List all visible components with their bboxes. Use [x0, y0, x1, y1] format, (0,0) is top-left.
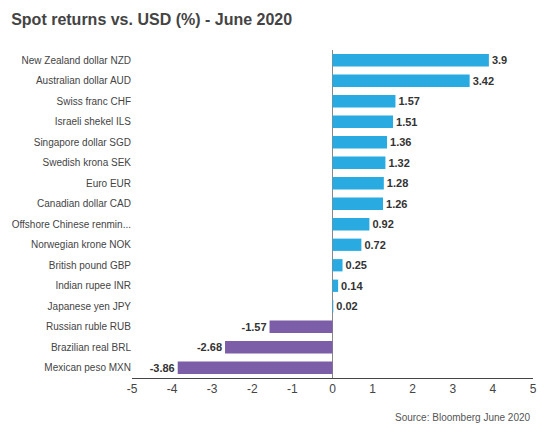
svg-text:-2: -2 [247, 382, 258, 396]
svg-text:3.42: 3.42 [473, 75, 494, 87]
svg-text:1.28: 1.28 [387, 177, 408, 189]
svg-text:-4: -4 [167, 382, 178, 396]
svg-text:Swedish krona SEK: Swedish krona SEK [43, 157, 132, 168]
svg-text:-2.68: -2.68 [197, 341, 222, 353]
svg-text:1.51: 1.51 [396, 116, 417, 128]
svg-text:Indian rupee INR: Indian rupee INR [55, 280, 131, 291]
svg-text:0.25: 0.25 [346, 259, 367, 271]
svg-text:Australian dollar AUD: Australian dollar AUD [36, 75, 131, 86]
svg-text:3: 3 [449, 382, 456, 396]
svg-text:0.92: 0.92 [372, 218, 393, 230]
svg-text:British pound GBP: British pound GBP [49, 260, 132, 271]
svg-text:1.26: 1.26 [386, 198, 407, 210]
svg-text:Canadian dollar CAD: Canadian dollar CAD [37, 198, 131, 209]
svg-text:3.9: 3.9 [492, 54, 507, 66]
svg-text:Source: Bloomberg June 2020: Source: Bloomberg June 2020 [395, 412, 531, 423]
svg-text:Israeli shekel ILS: Israeli shekel ILS [55, 116, 131, 127]
svg-text:Offshore Chinese renmin...: Offshore Chinese renmin... [12, 219, 131, 230]
svg-text:1.36: 1.36 [390, 136, 411, 148]
svg-text:-3.86: -3.86 [150, 362, 175, 374]
svg-text:Mexican peso MXN: Mexican peso MXN [44, 362, 131, 373]
svg-text:Norwegian krone NOK: Norwegian krone NOK [31, 239, 131, 250]
svg-text:-3: -3 [207, 382, 218, 396]
svg-text:Swiss franc CHF: Swiss franc CHF [57, 96, 131, 107]
svg-text:2: 2 [409, 382, 416, 396]
svg-text:Euro EUR: Euro EUR [86, 178, 131, 189]
svg-text:-1: -1 [287, 382, 298, 396]
svg-text:New Zealand dollar NZD: New Zealand dollar NZD [22, 55, 132, 66]
svg-text:4: 4 [490, 382, 497, 396]
svg-text:0.72: 0.72 [364, 239, 385, 251]
svg-text:-1.57: -1.57 [241, 321, 266, 333]
svg-text:Spot returns vs. USD (%) - Jun: Spot returns vs. USD (%) - June 2020 [11, 11, 292, 28]
svg-text:0.14: 0.14 [341, 280, 363, 292]
svg-text:1: 1 [369, 382, 376, 396]
svg-text:1.57: 1.57 [398, 95, 419, 107]
svg-text:-5: -5 [127, 382, 138, 396]
svg-text:Singapore dollar SGD: Singapore dollar SGD [34, 137, 131, 148]
svg-text:Japanese yen JPY: Japanese yen JPY [48, 301, 132, 312]
svg-text:5: 5 [530, 382, 537, 396]
svg-text:Russian ruble RUB: Russian ruble RUB [46, 321, 131, 332]
svg-text:0: 0 [329, 382, 336, 396]
svg-text:1.32: 1.32 [388, 157, 409, 169]
svg-text:Brazilian real BRL: Brazilian real BRL [51, 342, 131, 353]
svg-text:0.02: 0.02 [336, 300, 357, 312]
